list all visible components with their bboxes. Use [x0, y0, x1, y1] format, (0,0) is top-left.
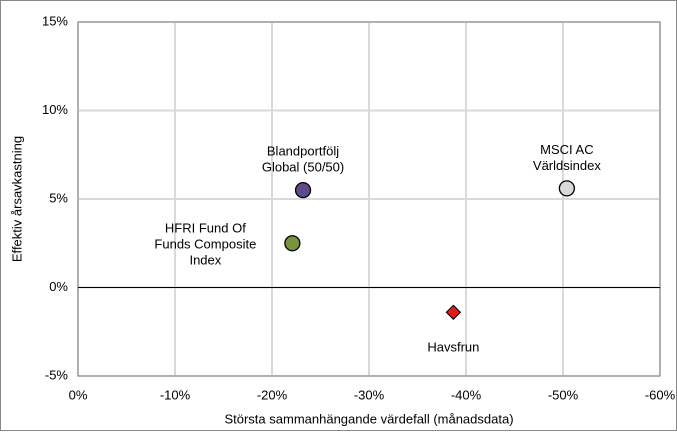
point [445, 304, 462, 320]
point-label: HFRI Fund Of [165, 221, 246, 236]
point [558, 180, 576, 197]
x-tick-label: -30% [354, 387, 385, 402]
y-tick-label: 0% [49, 279, 68, 294]
point [294, 181, 312, 199]
y-tick-label: 15% [42, 13, 68, 28]
x-axis-title: Största sammanhängande värdefall (månads… [224, 411, 513, 426]
x-tick-label: -60% [645, 387, 676, 402]
point-label: MSCI AC [540, 142, 593, 157]
point-label: Global (50/50) [262, 160, 344, 175]
x-tick-label: -20% [257, 387, 288, 402]
point-label: Blandportfölj [267, 144, 339, 159]
x-tick-label: -10% [160, 387, 191, 402]
y-tick-label: 10% [42, 102, 68, 117]
point-label: Index [189, 253, 221, 268]
x-tick-label: 0% [69, 387, 88, 402]
point-label: Havsfrun [427, 340, 479, 355]
point-label: Funds Composite [154, 237, 256, 252]
point [284, 235, 301, 252]
x-tick-label: -50% [548, 387, 579, 402]
point-label: Världsindex [533, 158, 601, 173]
plot-border [77, 21, 661, 377]
y-tick-label: 5% [49, 190, 68, 205]
y-tick-label: -5% [45, 367, 69, 382]
y-axis-title: Effektiv årsavkastning [9, 136, 24, 262]
x-tick-label: -40% [451, 387, 482, 402]
